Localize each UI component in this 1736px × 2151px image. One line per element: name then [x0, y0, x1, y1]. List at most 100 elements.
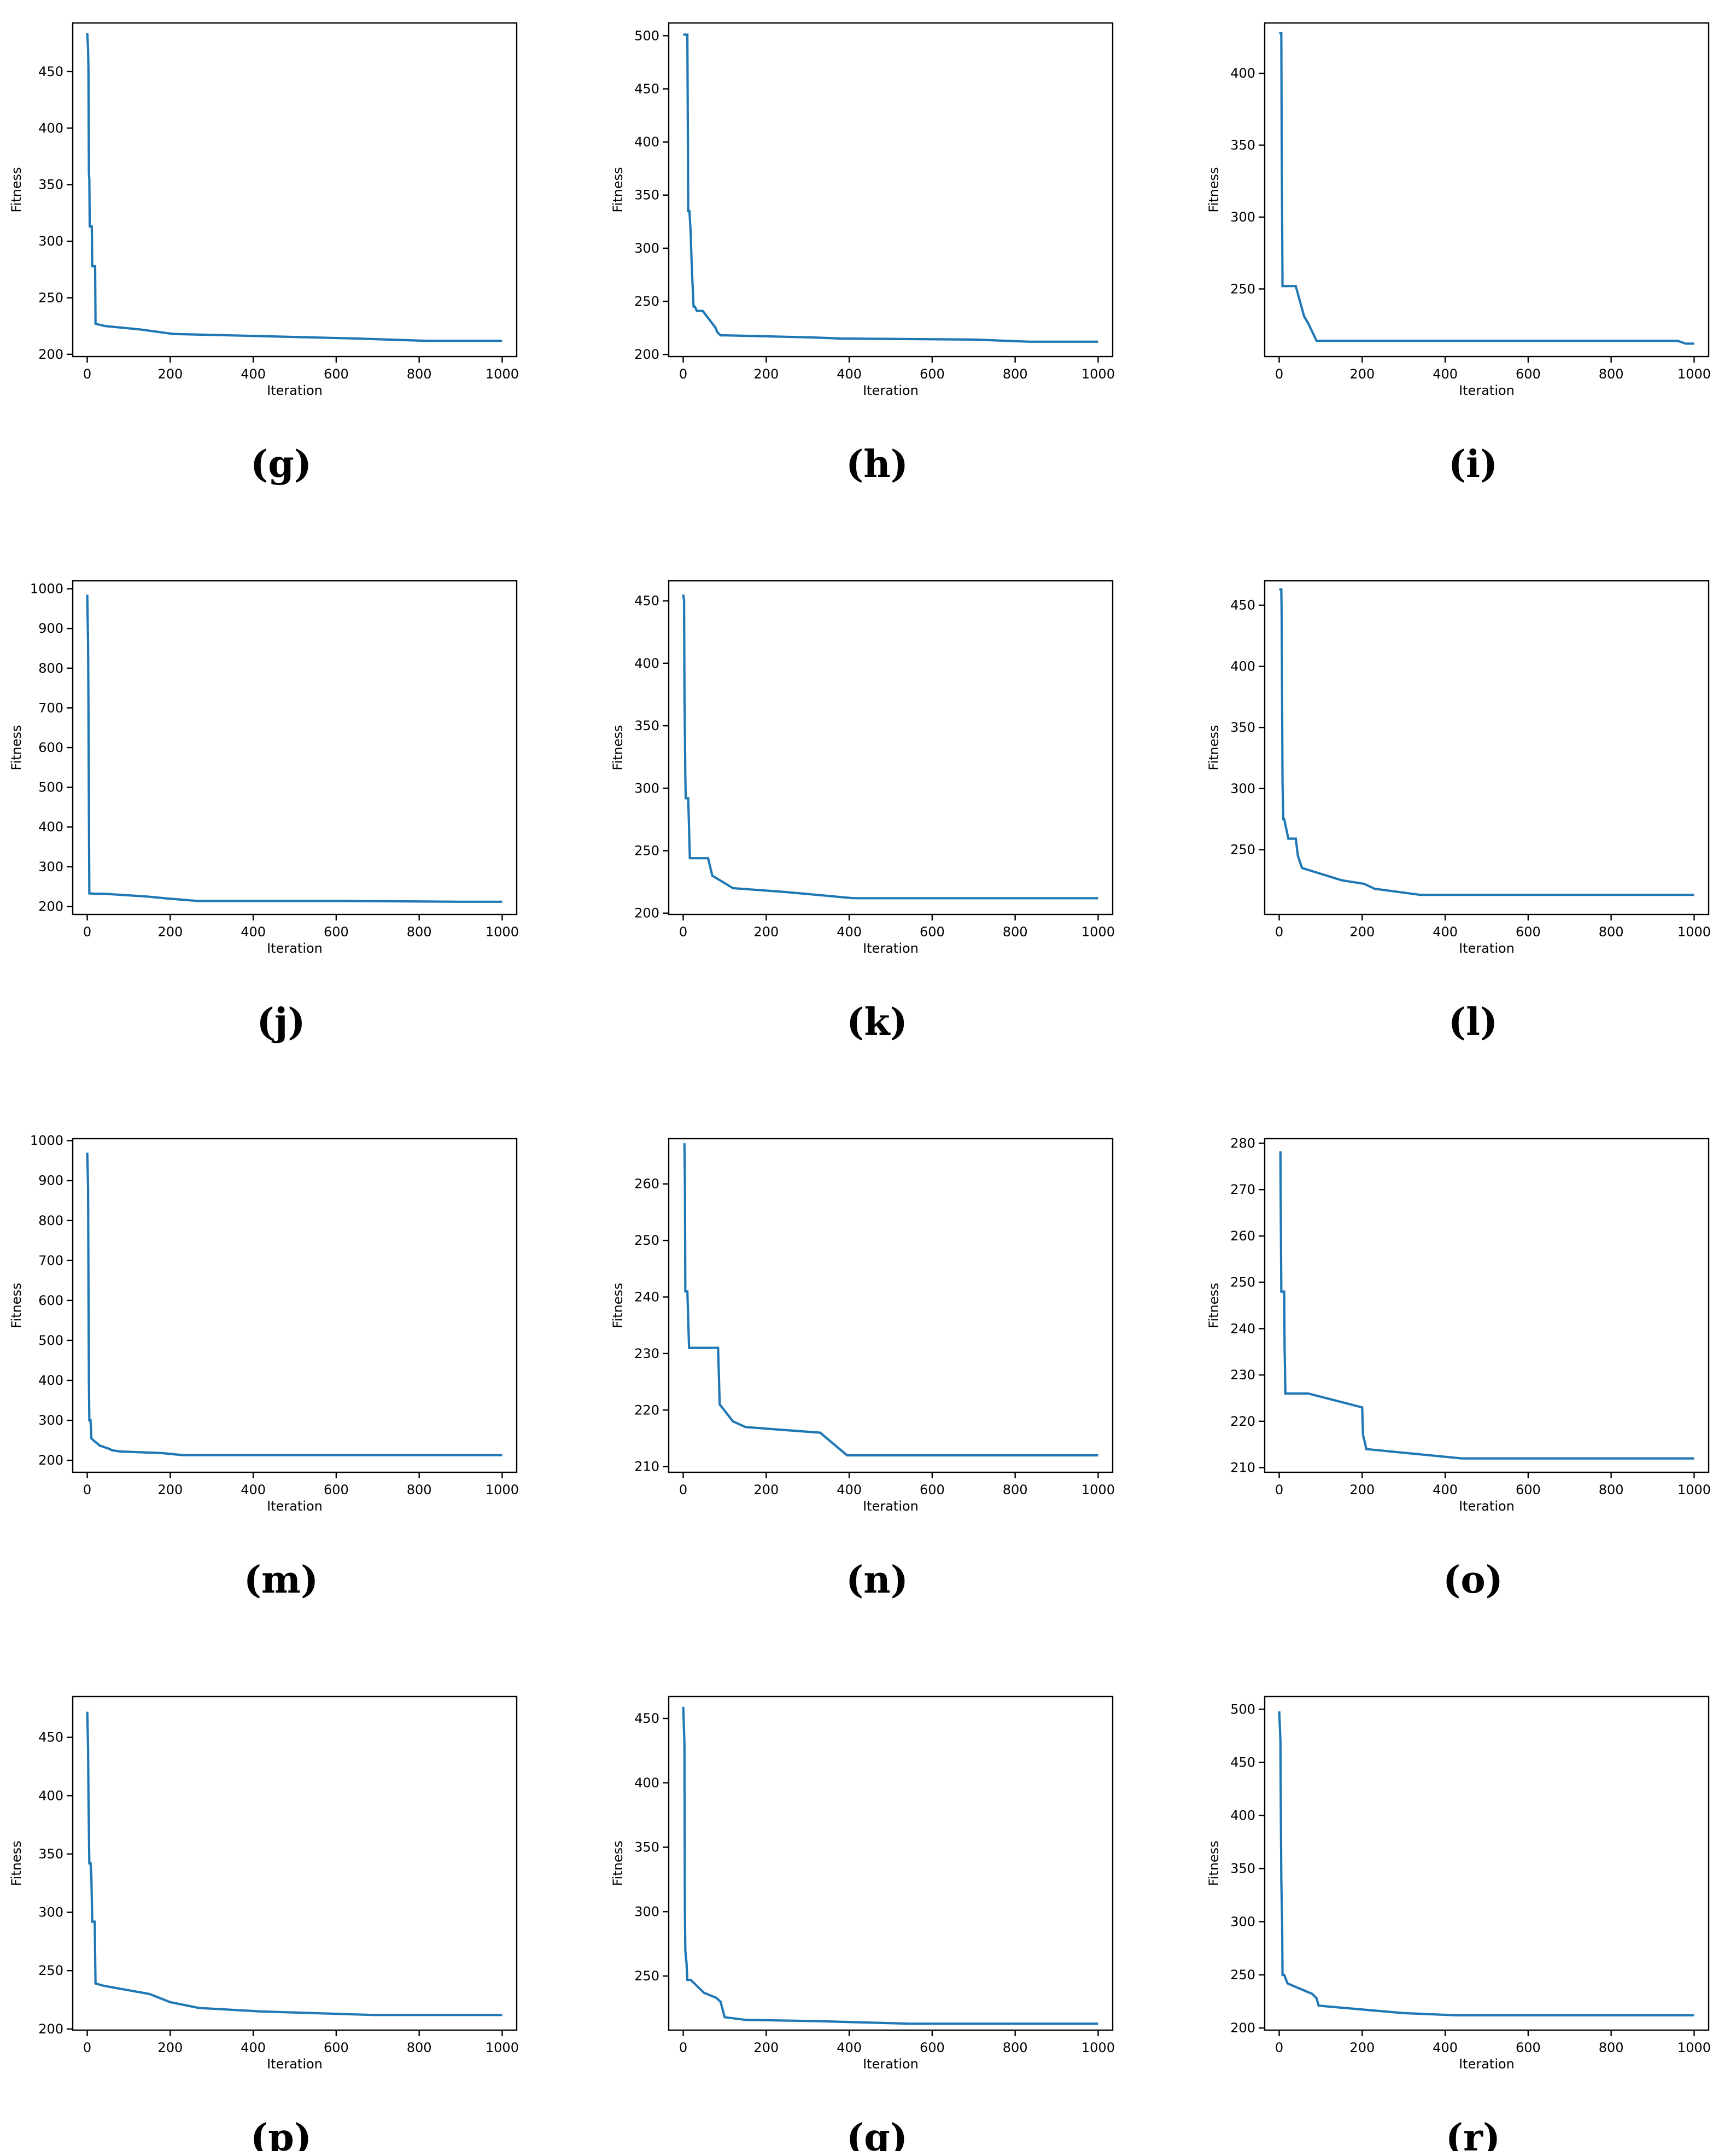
x-tick-label: 0: [1275, 2040, 1283, 2055]
series-line: [1278, 1711, 1694, 2016]
y-tick-label: 250: [1230, 1275, 1255, 1290]
x-tick-label: 400: [1433, 1482, 1458, 1497]
x-tick-label: 200: [753, 924, 779, 940]
x-tick-label: 400: [837, 2040, 862, 2055]
y-tick-label: 350: [38, 1846, 63, 1862]
y-tick-label: 500: [1230, 1701, 1255, 1717]
x-axis-label: Iteration: [267, 383, 323, 398]
y-tick-label: 350: [38, 177, 63, 193]
x-tick-label: 200: [157, 366, 183, 382]
y-tick-label: 400: [634, 135, 659, 150]
plot-frame: [668, 580, 1114, 916]
x-tick-label: 1000: [1677, 366, 1711, 382]
x-tick-label: 0: [679, 1482, 687, 1497]
y-tick-label: 350: [634, 188, 659, 203]
y-tick-label: 350: [1230, 137, 1255, 153]
x-tick-label: 0: [83, 1482, 91, 1497]
y-tick-label: 270: [1230, 1182, 1255, 1197]
x-tick-label: 600: [1516, 2040, 1541, 2055]
y-tick-label: 220: [634, 1402, 659, 1418]
y-axis-label: Fitness: [610, 1840, 626, 1886]
y-tick-label: 260: [634, 1176, 659, 1192]
y-tick-label: 200: [634, 906, 659, 921]
panel-caption: (q): [846, 2116, 908, 2151]
x-axis-label: Iteration: [267, 941, 323, 956]
x-axis-label: Iteration: [267, 1499, 323, 1514]
chart-panel: 0 200 400 600 800 1000 200 250 300 350 400 450 Itera…: [9, 22, 519, 486]
series-line: [682, 594, 1098, 900]
x-tick-label: 800: [407, 366, 432, 382]
x-tick-label: 0: [83, 2040, 91, 2055]
x-tick-label: 600: [920, 2040, 945, 2055]
x-tick-label: 800: [1599, 2040, 1624, 2055]
x-tick-label: 800: [1003, 366, 1028, 382]
y-tick-label: 250: [1230, 842, 1255, 858]
y-axis-label: Fitness: [610, 167, 626, 212]
y-tick-label: 1000: [30, 581, 63, 597]
y-tick-label: 300: [38, 859, 63, 875]
x-tick-label: 400: [241, 924, 266, 940]
series-line: [86, 33, 502, 342]
x-axis-label: Iteration: [1459, 1499, 1515, 1514]
panel-caption: (l): [1448, 1000, 1498, 1044]
chart-panel: 0 200 400 600 800 1000 200 250 300 350 400 450 500 It…: [610, 22, 1115, 486]
panel-caption: (m): [244, 1558, 318, 1602]
x-tick-label: 800: [407, 924, 432, 940]
y-tick-label: 300: [38, 234, 63, 249]
x-tick-label: 400: [837, 1482, 862, 1497]
y-tick-label: 400: [1230, 66, 1255, 81]
y-tick-label: 300: [1230, 209, 1255, 225]
x-tick-label: 600: [920, 366, 945, 382]
x-tick-label: 800: [1003, 1482, 1028, 1497]
chart-panel: 0 200 400 600 800 1000250300350400IterationFi…: [1206, 22, 1711, 486]
x-tick-label: 200: [753, 366, 779, 382]
plot-frame: [668, 1138, 1114, 1473]
x-tick-label: 400: [241, 366, 266, 382]
y-tick-label: 200: [634, 347, 659, 362]
plot-frame: [72, 1695, 518, 2031]
y-tick-label: 600: [38, 740, 63, 755]
y-tick-label: 210: [1230, 1460, 1255, 1476]
x-tick-label: 1000: [1082, 2040, 1115, 2055]
y-tick-label: 200: [1230, 2020, 1255, 2036]
y-tick-label: 450: [634, 1711, 659, 1726]
x-axis-label: Iteration: [1459, 2056, 1515, 2072]
y-tick-label: 800: [38, 1213, 63, 1228]
x-tick-label: 1000: [486, 1482, 519, 1497]
y-tick-label: 300: [38, 1413, 63, 1428]
y-tick-label: 500: [38, 1333, 63, 1348]
x-tick-label: 400: [241, 1482, 266, 1497]
y-tick-label: 250: [634, 1233, 659, 1248]
x-axis-label: Iteration: [863, 941, 919, 956]
y-tick-label: 200: [38, 899, 63, 914]
x-tick-label: 1000: [486, 2040, 519, 2055]
x-axis-label: Iteration: [1459, 941, 1515, 956]
panel-caption: (o): [1443, 1558, 1503, 1602]
y-tick-label: 300: [634, 1904, 659, 1919]
y-tick-label: 300: [1230, 781, 1255, 796]
panel-caption: (j): [257, 1000, 306, 1044]
y-tick-label: 300: [634, 780, 659, 796]
y-tick-label: 210: [634, 1459, 659, 1474]
panel-caption: (n): [846, 1558, 908, 1602]
y-tick-label: 450: [38, 1730, 63, 1745]
x-tick-label: 600: [324, 1482, 349, 1497]
x-tick-label: 200: [1349, 1482, 1375, 1497]
x-tick-label: 800: [1599, 924, 1624, 940]
y-tick-label: 300: [1230, 1914, 1255, 1930]
y-tick-label: 500: [38, 780, 63, 795]
chart-panel: 0 200 400 600 800 1000 210 220 230 240 250 260 270 28…: [1206, 1135, 1711, 1602]
y-tick-label: 260: [1230, 1228, 1255, 1244]
x-tick-label: 400: [837, 924, 862, 940]
chart-panel: 0 200 400 600 800 1000 250 300 350 400 450 Iteratio…: [1206, 580, 1711, 1044]
x-tick-label: 1000: [486, 924, 519, 940]
plot-frame: [668, 22, 1114, 358]
y-tick-label: 200: [38, 347, 63, 362]
y-tick-label: 400: [38, 1788, 63, 1803]
x-tick-label: 600: [1516, 924, 1541, 940]
x-tick-label: 200: [157, 924, 183, 940]
series-line: [1279, 1151, 1694, 1460]
chart-panel: 0 200 400 600 800 1000 200 250 300 350 400 450 Itera…: [610, 580, 1115, 1044]
y-tick-label: 400: [634, 1775, 659, 1791]
y-tick-label: 450: [1230, 1754, 1255, 1770]
